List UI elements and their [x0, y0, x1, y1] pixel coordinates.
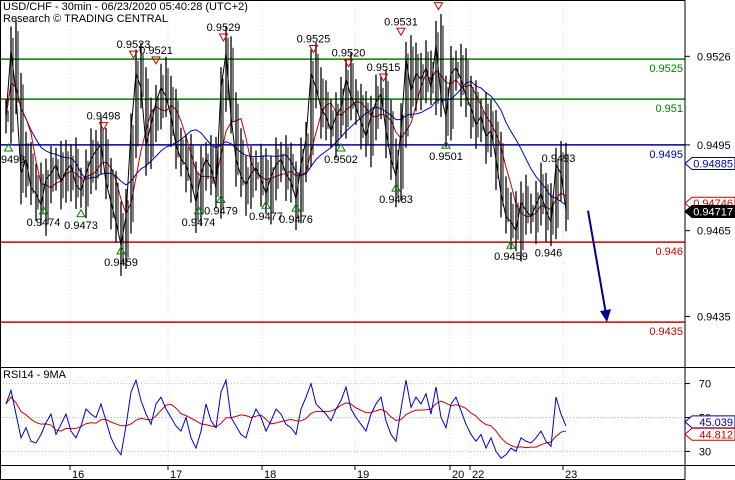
swing-low-marker: [261, 200, 271, 209]
price-tag: [684, 205, 735, 219]
swing-low-marker: [3, 143, 14, 152]
forecast-arrow: [587, 210, 611, 323]
rsi-line: [5, 378, 567, 459]
swing-low-label: 0.9473: [64, 220, 98, 232]
grid: [69, 2, 564, 465]
swing-low-label: 0.9474: [182, 217, 216, 229]
level-label: 0.9525: [649, 63, 683, 75]
swing-low-marker: [391, 183, 401, 192]
swing-high-label: 0.9525: [297, 33, 331, 45]
swing-high-marker: [343, 59, 354, 68]
rsi-tag-label: 44.812: [699, 429, 733, 441]
swing-high-label: 0.9521: [139, 45, 173, 57]
forecast-arrow-head: [600, 309, 611, 323]
swing-high-label: 0.9540: [422, 0, 456, 3]
price-series: [5, 14, 569, 276]
swing-low-label: 0.9459: [494, 251, 528, 263]
price-tag-label: 0.94717: [693, 207, 733, 219]
projection-label: 0.946: [535, 247, 563, 259]
rsi-y-tick-label: 30: [699, 446, 711, 458]
swing-low-marker: [216, 194, 226, 204]
swing-high-label: 0.9531: [384, 16, 418, 28]
swing-high-marker: [218, 33, 229, 43]
swing-low-marker: [336, 143, 346, 152]
chart-frame: [0, 0, 686, 480]
swing-low-label: 0.9479: [204, 206, 238, 218]
x-tick-label: 16: [72, 469, 84, 480]
swing-low-marker: [506, 240, 516, 249]
swing-high-label: 0.9498: [87, 111, 121, 123]
rsi-y-tick-label: 70: [699, 379, 711, 391]
swing-low-label: 0.9501: [429, 151, 463, 163]
swing-low-marker: [76, 208, 86, 218]
swing-low-marker: [193, 205, 204, 215]
x-tick-label: 23: [565, 469, 577, 480]
swing-high-label: 0.9520: [332, 48, 366, 60]
price-tag: [684, 156, 735, 170]
swing-low-label: 0.9459: [104, 257, 138, 269]
swing-low-marker: [291, 203, 301, 212]
swing-low-marker: [116, 245, 126, 255]
rsi-tag: [684, 415, 735, 429]
swing-low-label: 0.9474: [27, 217, 61, 229]
chart-subtitle: Research © TRADING CENTRAL: [3, 13, 168, 25]
rsi-tag-label: 45.039: [699, 417, 733, 429]
swing-high-marker: [128, 50, 139, 60]
swing-high-label: 0.9515: [367, 62, 401, 74]
swing-high-label: 0.9529: [207, 22, 241, 34]
rsi-panel: RSI14 - 9MA705030: [0, 369, 711, 459]
swing-low-label: 0.9502: [324, 154, 358, 166]
swing-high-marker: [151, 56, 161, 65]
swing-high-marker: [433, 2, 444, 11]
swing-high-marker: [98, 122, 109, 131]
chart-title: USD/CHF - 30min - 06/23/2020 05:40:28 (U…: [3, 1, 248, 13]
swing-low-label: 0.9493: [0, 154, 25, 166]
forecast-arrow-shaft: [587, 210, 607, 315]
swing-high-marker: [396, 27, 406, 37]
rsi-title: RSI14 - 9MA: [3, 369, 67, 381]
swing-low-label: 0.9477: [249, 211, 283, 223]
swing-low-marker: [38, 205, 49, 215]
swing-markers: 0.95230.95210.94980.95290.95250.95200.95…: [0, 0, 575, 269]
level-label: 0.9435: [649, 326, 683, 338]
projection-label: 0.9493: [542, 153, 576, 165]
swing-high-marker: [308, 44, 319, 54]
level-label: 0.951: [655, 103, 683, 115]
x-tick-label: 17: [170, 469, 182, 480]
rsi-tag: [684, 427, 735, 441]
swing-low-marker: [441, 140, 451, 149]
x-tick-label: 22: [472, 469, 484, 480]
x-tick-label: 20: [452, 469, 464, 480]
level-label: 0.946: [655, 246, 683, 258]
swing-low-label: 0.9476: [279, 214, 313, 226]
y-tick-label: 0.9465: [697, 226, 731, 238]
y-tick-label: 0.9495: [697, 140, 731, 152]
y-tick-label: 0.9526: [697, 51, 731, 63]
swing-high-marker: [378, 73, 389, 83]
level-label: 0.9495: [649, 149, 683, 161]
x-tick-label: 19: [357, 469, 369, 480]
price-line: [5, 44, 567, 246]
x-tick-label: 18: [264, 469, 276, 480]
rsi-ma-line: [5, 396, 567, 449]
swing-low-label: 0.9483: [379, 194, 413, 206]
price-tag-label: 0.94885: [693, 158, 733, 170]
swing-high-label: 0.9523: [117, 39, 151, 51]
y-tick-label: 0.9435: [697, 311, 731, 323]
